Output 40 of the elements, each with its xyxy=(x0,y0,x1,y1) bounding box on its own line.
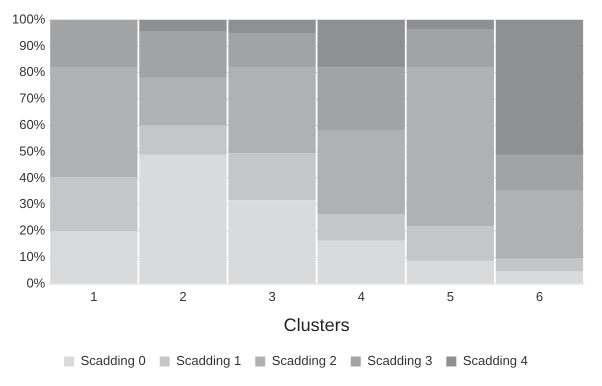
bar xyxy=(139,32,227,78)
bar xyxy=(228,153,316,200)
legend-label: Scadding 3 xyxy=(367,353,432,368)
y-tick-label: 40% xyxy=(19,170,46,185)
bar xyxy=(50,177,138,231)
bar xyxy=(228,20,316,33)
bar xyxy=(496,20,584,154)
y-tick-label: 100% xyxy=(12,11,46,26)
bar xyxy=(139,20,227,32)
y-tick-label: 20% xyxy=(19,222,46,238)
bar xyxy=(496,154,584,191)
legend-label: Scadding 1 xyxy=(176,353,242,368)
y-tick-label: 50% xyxy=(19,143,46,158)
bar xyxy=(406,30,494,68)
bar xyxy=(139,78,227,126)
y-tick-label: 90% xyxy=(19,38,46,53)
bar xyxy=(228,67,316,154)
legend-label: Scadding 2 xyxy=(272,353,337,368)
x-tick-label: 1 xyxy=(90,289,98,304)
bar xyxy=(496,258,584,272)
x-tick-label: 3 xyxy=(268,289,276,304)
y-tick-label: 80% xyxy=(19,64,46,80)
bar xyxy=(496,190,584,259)
y-tick-label: 10% xyxy=(19,248,46,264)
bar xyxy=(318,67,405,131)
bar xyxy=(139,125,227,154)
x-tick-label: 5 xyxy=(446,289,454,304)
bar xyxy=(50,67,138,178)
y-tick-label: 0% xyxy=(26,275,46,290)
legend-label: Scadding 0 xyxy=(80,353,146,368)
legend-label: Scadding 4 xyxy=(462,353,528,368)
x-tick-label: 6 xyxy=(536,289,544,304)
y-tick-label: 30% xyxy=(19,196,46,212)
x-tick-label: 2 xyxy=(179,289,187,304)
y-tick-label: 70% xyxy=(19,90,46,106)
x-axis-title: Clusters xyxy=(284,315,350,336)
bar xyxy=(228,33,316,68)
x-tick-label: 4 xyxy=(358,289,365,304)
bar xyxy=(50,20,138,68)
y-tick-label: 60% xyxy=(19,116,46,132)
